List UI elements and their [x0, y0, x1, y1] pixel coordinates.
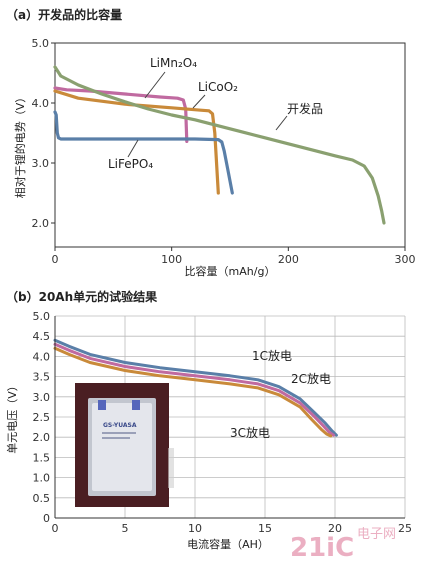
series-line-a-3: [53, 65, 386, 225]
battery-tab-right: [132, 400, 140, 410]
x-tick-label-b: 20: [328, 522, 342, 535]
series-line-b-0: [53, 338, 338, 437]
plot-frame-a: [54, 42, 406, 248]
leader-line-limn2o4: [144, 71, 166, 99]
x-tick-label-a: 100: [161, 253, 182, 266]
y-tick-label-b: 1.5: [33, 451, 51, 464]
series-label-b-1: 2C放电: [291, 371, 331, 386]
x-tick-label-b: 15: [258, 522, 272, 535]
leader-line-licoo2: [192, 94, 206, 109]
series-label-licoo2: LiCoO₂: [198, 80, 238, 94]
series-label-b-0: 1C放电: [252, 348, 292, 363]
y-tick-label-b: 4.0: [33, 350, 51, 363]
y-tick-label-b: 2.5: [33, 411, 51, 424]
x-axis-label-b: 电流容量（AH）: [187, 537, 269, 551]
battery-label-line: [102, 437, 130, 439]
y-axis-label-a: 相对于锂的电势（V）: [13, 92, 27, 199]
y-tick-label-b: 3.0: [33, 391, 51, 404]
y-axis-label-b: 单元电压（V）: [6, 380, 19, 454]
y-tick-label-b: 4.5: [33, 330, 51, 343]
chart-b-title: （b）20Ah单元的试验结果: [6, 290, 158, 304]
series-label-limn2o4: LiMn₂O₄: [150, 56, 197, 70]
series-label-lifepo4: LiFePO₄: [108, 157, 153, 171]
series-line-b-2: [53, 346, 333, 438]
watermark-logo: 21iC 电子网: [290, 527, 396, 563]
x-tick-label-b: 10: [188, 522, 202, 535]
x-tick-label-a: 300: [395, 253, 416, 266]
battery-pouch-face: [92, 403, 152, 491]
y-tick-label-a: 3.0: [32, 157, 50, 170]
battery-label-text: GS-YUASA: [103, 422, 137, 429]
y-tick-label-b: 3.5: [33, 371, 51, 384]
battery-label-line: [102, 432, 136, 434]
battery-photo-inset: GS-YUASA: [75, 383, 174, 507]
watermark-subtext: 电子网: [357, 527, 396, 542]
y-tick-label-a: 2.0: [32, 217, 50, 230]
y-tick-label-a: 5.0: [32, 37, 50, 50]
x-tick-label-a: 0: [52, 253, 59, 266]
series-label-dev: 开发品: [287, 101, 323, 116]
series-label-b-2: 3C放电: [230, 425, 270, 440]
inset-glare: [168, 448, 174, 488]
y-tick-label-b: 0.5: [33, 492, 51, 505]
y-tick-label-b: 1.0: [33, 472, 51, 485]
series-line-a-1: [53, 89, 220, 195]
series-line-a-2: [53, 110, 234, 195]
leader-line-lifepo4: [127, 139, 139, 158]
y-tick-label-b: 2.0: [33, 431, 51, 444]
x-tick-label-b: 5: [122, 522, 129, 535]
series-line-b-1: [53, 342, 336, 437]
chart-a-title: （a）开发品的比容量: [6, 8, 123, 22]
y-tick-label-a: 4.0: [32, 97, 50, 110]
x-axis-label-a: 比容量（mAh/g）: [185, 264, 276, 278]
leader-line-dev: [275, 115, 288, 131]
x-tick-label-b: 0: [52, 522, 59, 535]
watermark-text: 21iC: [290, 533, 354, 563]
y-tick-label-b: 0: [43, 512, 50, 525]
y-tick-label-b: 5.0: [33, 310, 51, 323]
chart-a: 0 100 200 300 2.0 3.0 4.0 5.0 比容量（mAh/g） 相对于锂的电势（…: [13, 37, 416, 278]
battery-tab-left: [98, 400, 106, 410]
x-tick-label-a: 200: [278, 253, 299, 266]
x-tick-label-b: 25: [398, 522, 412, 535]
